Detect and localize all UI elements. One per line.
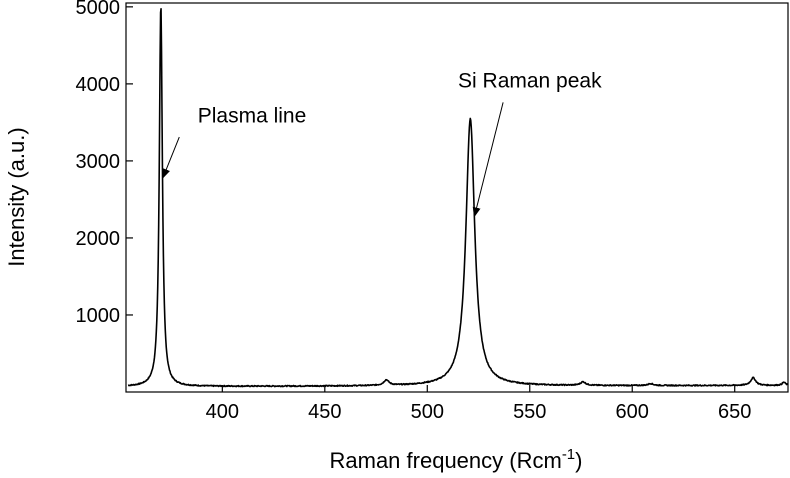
annotation-label: Si Raman peak [458, 70, 602, 93]
annotations: Plasma line Si Raman peak [162, 70, 602, 218]
y-axis-ticks: 1000 2000 3000 4000 5000 [76, 0, 133, 327]
y-tick-label: 3000 [76, 151, 121, 173]
plot-frame [125, 2, 789, 393]
x-tick-label: 650 [718, 401, 751, 423]
y-tick-label: 5000 [76, 0, 121, 19]
y-tick-label: 2000 [76, 228, 121, 250]
annotation-label: Plasma line [198, 104, 307, 127]
x-tick-label: 600 [616, 401, 649, 423]
x-tick-label: 400 [206, 401, 239, 423]
annotation-arrow [162, 136, 180, 179]
y-tick-label: 1000 [76, 305, 121, 327]
x-axis-label: Raman frequency (Rcm-1) [330, 446, 583, 473]
x-tick-label: 500 [411, 401, 444, 423]
x-axis-ticks: 400 450 500 550 600 650 [206, 385, 751, 423]
y-axis-label: Intensity (a.u.) [4, 127, 29, 266]
y-tick-label: 4000 [76, 74, 121, 96]
x-tick-label: 450 [308, 401, 341, 423]
x-tick-label: 550 [513, 401, 546, 423]
annotation-arrow [472, 102, 504, 218]
spectrum-line [127, 8, 789, 388]
